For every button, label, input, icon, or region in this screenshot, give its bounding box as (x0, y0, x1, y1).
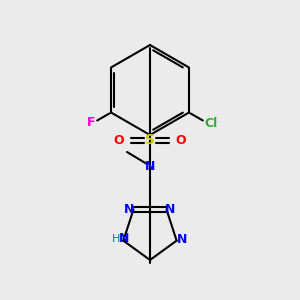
Text: S: S (145, 133, 155, 147)
Text: N: N (165, 203, 176, 216)
Text: N: N (124, 203, 135, 216)
Text: N: N (145, 160, 155, 173)
Text: O: O (114, 134, 124, 146)
Text: N: N (176, 233, 187, 246)
Text: F: F (87, 116, 95, 130)
Text: N: N (119, 232, 130, 245)
Text: O: O (176, 134, 186, 146)
Text: H: H (112, 234, 121, 244)
Text: Cl: Cl (205, 116, 218, 130)
